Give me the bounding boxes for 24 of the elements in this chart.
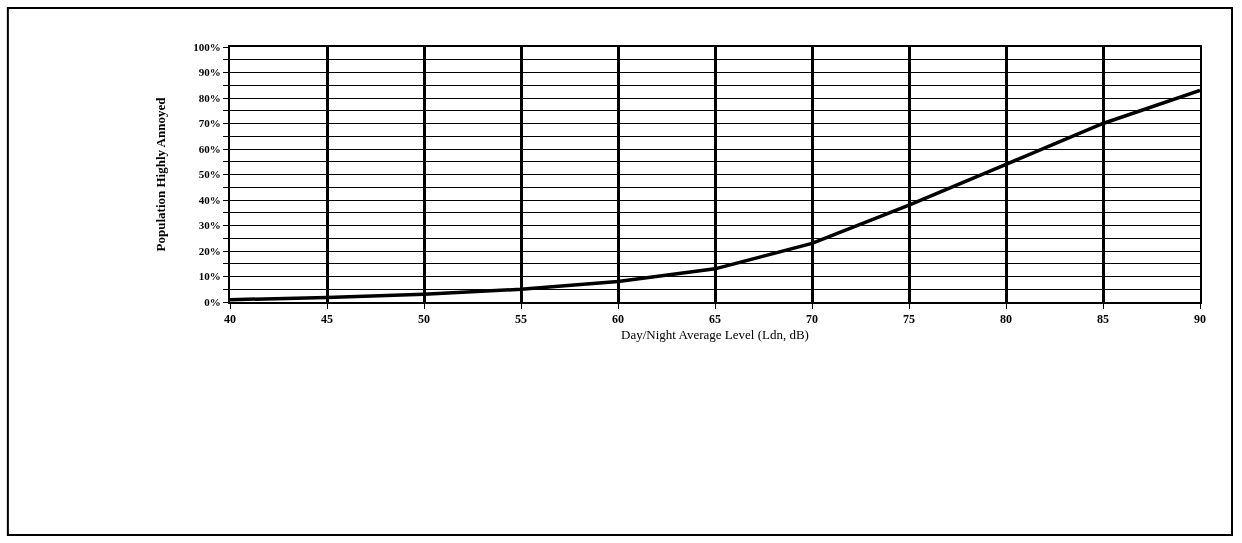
y-tick-label: 70% [198,117,221,130]
x-tick-label: 50 [418,312,430,327]
y-tick-label: 90% [198,66,221,79]
y-tick-label: 60% [198,142,221,155]
y-tick-label: 40% [198,193,221,206]
x-tick-label: 75 [903,312,915,327]
y-tick-label: 0% [204,295,221,308]
x-tick-label: 80 [1000,312,1012,327]
x-tick-label: 45 [321,312,333,327]
y-tick-label: 100% [193,40,221,53]
x-tick-label: 65 [709,312,721,327]
x-tick-label: 90 [1194,312,1206,327]
y-tick-label: 30% [198,219,221,232]
y-tick-label: 10% [198,270,221,283]
x-tick-label: 85 [1097,312,1109,327]
y-tick-label: 50% [198,168,221,181]
x-tick-label: 70 [806,312,818,327]
x-tick-label: 60 [612,312,624,327]
y-tick-label: 20% [198,244,221,257]
x-tick-label: 40 [224,312,236,327]
y-tick-label: 80% [198,91,221,104]
x-tick-label: 55 [515,312,527,327]
x-axis-title: Day/Night Average Level (Ldn, dB) [621,326,809,342]
y-axis-title: Population Highly Annoyed [152,96,168,252]
